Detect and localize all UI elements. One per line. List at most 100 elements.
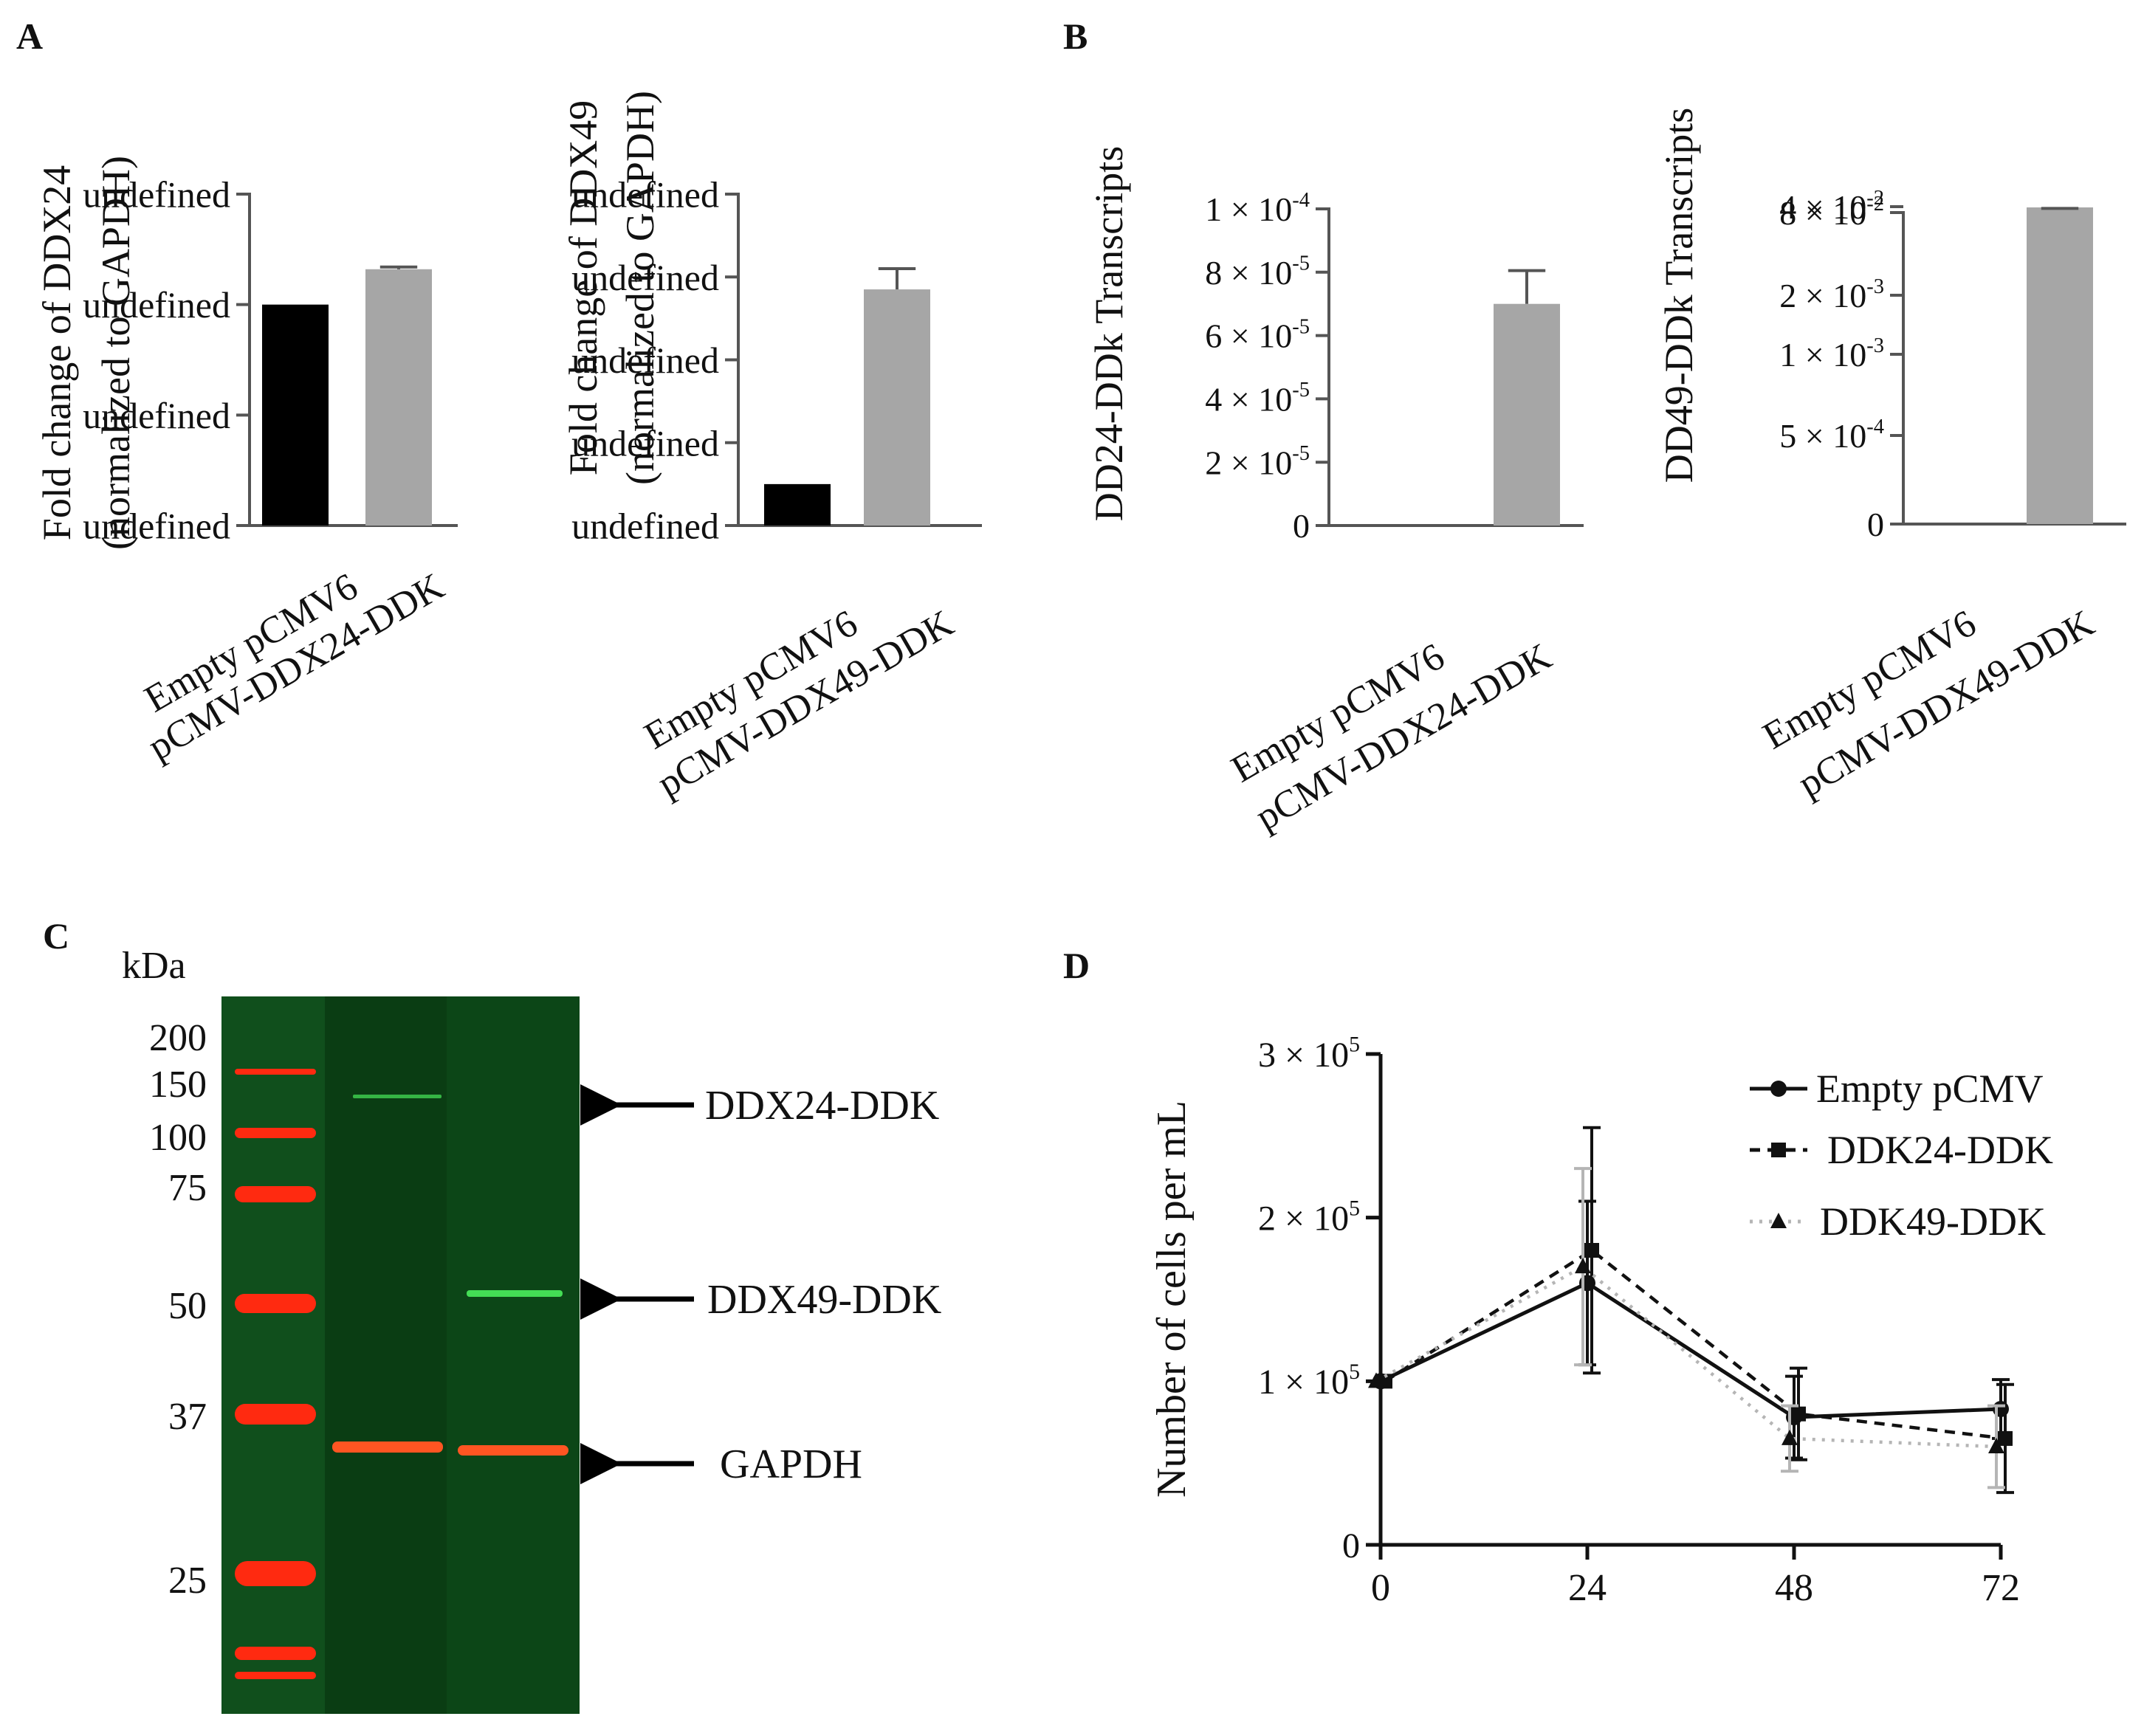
y-axis-tick-label: 8 × 10-5 <box>1205 252 1310 292</box>
tick-base: 10 <box>1313 1199 1349 1238</box>
tick-times: undefined <box>83 174 230 216</box>
tick-mantissa: 3 <box>1258 1036 1276 1075</box>
tick-base: 10 <box>1258 254 1292 292</box>
ladder-band <box>235 1672 316 1679</box>
y-axis-tick-label: 2 × 10-5 <box>1205 442 1310 481</box>
tick-mantissa: 1 <box>1779 336 1796 373</box>
tick-base: 10 <box>1832 336 1866 373</box>
bar-2 <box>1494 303 1560 526</box>
legend: Empty pCMV DDK24-DDK DDK49-DDK <box>1750 1067 2053 1244</box>
series-line <box>1379 1281 2002 1419</box>
y-axis-tick-label: 5 × 10-4 <box>1779 416 1884 455</box>
x-tick-label: 0 <box>1371 1567 1390 1609</box>
y-axis-tick-label: undefined <box>83 284 230 326</box>
x-tick-label: 48 <box>1775 1567 1813 1609</box>
tick-base: 10 <box>1258 190 1292 228</box>
tick-mantissa: 2 <box>1258 1199 1276 1238</box>
chart-b1-dd24-transcripts: 02 × 10-54 × 10-56 × 10-58 × 10-51 × 10-… <box>1087 146 1584 838</box>
data-point-triangle <box>1781 1429 1798 1445</box>
band-gapdh-lane3 <box>458 1445 568 1456</box>
tick-exponent: -4 <box>1292 189 1310 212</box>
band-label: DDX49-DDK <box>707 1277 941 1323</box>
y-axis-tick-label: 1 × 105 <box>1258 1360 1360 1402</box>
x-tick-label: 24 <box>1568 1567 1607 1609</box>
tick-mantissa: 4 <box>1205 381 1222 418</box>
tick-times: undefined <box>83 506 230 547</box>
y-axis-tick-label: undefined <box>571 506 719 547</box>
tick-times: × <box>1796 194 1832 232</box>
y-axis-tick-label: 6 × 10-5 <box>1205 315 1310 354</box>
tick-times: × <box>1222 190 1258 228</box>
data-point-square <box>1998 1430 2013 1446</box>
x-tick-label: 72 <box>1982 1567 2020 1609</box>
ladder-band <box>235 1647 316 1660</box>
tick-times: × <box>1796 417 1832 455</box>
y-axis-tick-label: undefined <box>83 174 230 216</box>
tick-exponent: -2 <box>1866 187 1884 210</box>
bar-2 <box>365 269 432 526</box>
y-axis-title: Number of cells per mL <box>1149 1100 1195 1498</box>
y-axis-tick-label: 8 × 10-2 <box>1779 193 1884 232</box>
western-blot-panel: kDa 200 150 100 75 50 37 25 DDX24-DDK DDX49-DDK… <box>122 945 941 1714</box>
y-axis-tick-label: 2 × 10-3 <box>1779 275 1884 314</box>
ladder-band <box>235 1069 316 1075</box>
blot-lane-1 <box>221 996 325 1714</box>
chart-a1-ddx24-fold-change: undefined undefined undefined undefined … <box>35 156 458 768</box>
tick-mantissa: 2 <box>1205 444 1222 481</box>
tick-times: undefined <box>83 284 230 326</box>
y-axis-title: (normalized to GAPDH) <box>94 156 138 550</box>
tick-exponent: 5 <box>1349 1196 1360 1220</box>
band-label: DDX24-DDK <box>705 1083 939 1129</box>
tick-mantissa: 5 <box>1779 417 1796 455</box>
tick-times: undefined <box>571 257 719 298</box>
tick-times: × <box>1222 317 1258 355</box>
tick-base: 10 <box>1832 188 1866 226</box>
series-line <box>1375 1264 1997 1449</box>
tick-exponent: -3 <box>1866 334 1884 357</box>
ladder-band <box>235 1404 316 1425</box>
ladder-band <box>235 1561 316 1586</box>
tick-base: 10 <box>1313 1036 1349 1075</box>
chart-a2-ddx49-fold-change: undefined undefined undefined undefined … <box>561 91 982 805</box>
tick-exponent: -5 <box>1292 442 1310 465</box>
tick-exponent: -5 <box>1292 379 1310 402</box>
data-point-triangle <box>1575 1258 1591 1274</box>
y-axis-tick-label: 2 × 105 <box>1258 1196 1360 1238</box>
band-gapdh-lane2 <box>332 1442 443 1453</box>
tick-mantissa: 8 <box>1779 194 1796 232</box>
tick-times: × <box>1276 1199 1313 1238</box>
blot-lane-2 <box>325 996 447 1714</box>
tick-times: undefined <box>571 174 719 216</box>
series-ddk49-ddk <box>1368 1167 2005 1489</box>
legend-marker-square <box>1771 1143 1786 1157</box>
tick-base: 10 <box>1313 1363 1349 1402</box>
tick-times: × <box>1796 277 1832 314</box>
tick-times: × <box>1222 254 1258 292</box>
y-axis-title: DD24-DDk Transcripts <box>1087 146 1131 522</box>
panel-label-c: C <box>43 915 69 957</box>
legend-label: DDK24-DDK <box>1827 1128 2053 1172</box>
y-axis-tick-label: undefined <box>83 506 230 547</box>
y-axis-tick-label: 1 × 10-4 <box>1205 189 1310 228</box>
y-axis-tick-label: 0 <box>1293 507 1310 545</box>
tick-times: undefined <box>571 506 719 547</box>
legend-marker-circle <box>1770 1081 1787 1097</box>
tick-mantissa: 2 <box>1779 277 1796 314</box>
y-axis-tick-label: 0 <box>1342 1526 1360 1566</box>
blot-marker-label: 37 <box>168 1396 207 1438</box>
tick-exponent: -5 <box>1292 252 1310 275</box>
y-axis-tick-label: 0 <box>1867 506 1884 543</box>
band-ddx24-ddk <box>353 1095 441 1098</box>
tick-mantissa: 8 <box>1205 254 1222 292</box>
y-axis-tick-label: 4 × 10-2 <box>1779 187 1884 226</box>
tick-exponent: -3 <box>1866 275 1884 298</box>
blot-marker-label: 200 <box>149 1017 207 1059</box>
y-axis-title: Fold change of DDX24 <box>35 165 79 540</box>
blot-kda-label: kDa <box>122 945 186 987</box>
bar-1 <box>764 483 831 526</box>
tick-times: × <box>1796 336 1832 373</box>
y-axis-tick-label: 4 × 10-5 <box>1205 379 1310 418</box>
ladder-band <box>235 1128 316 1138</box>
